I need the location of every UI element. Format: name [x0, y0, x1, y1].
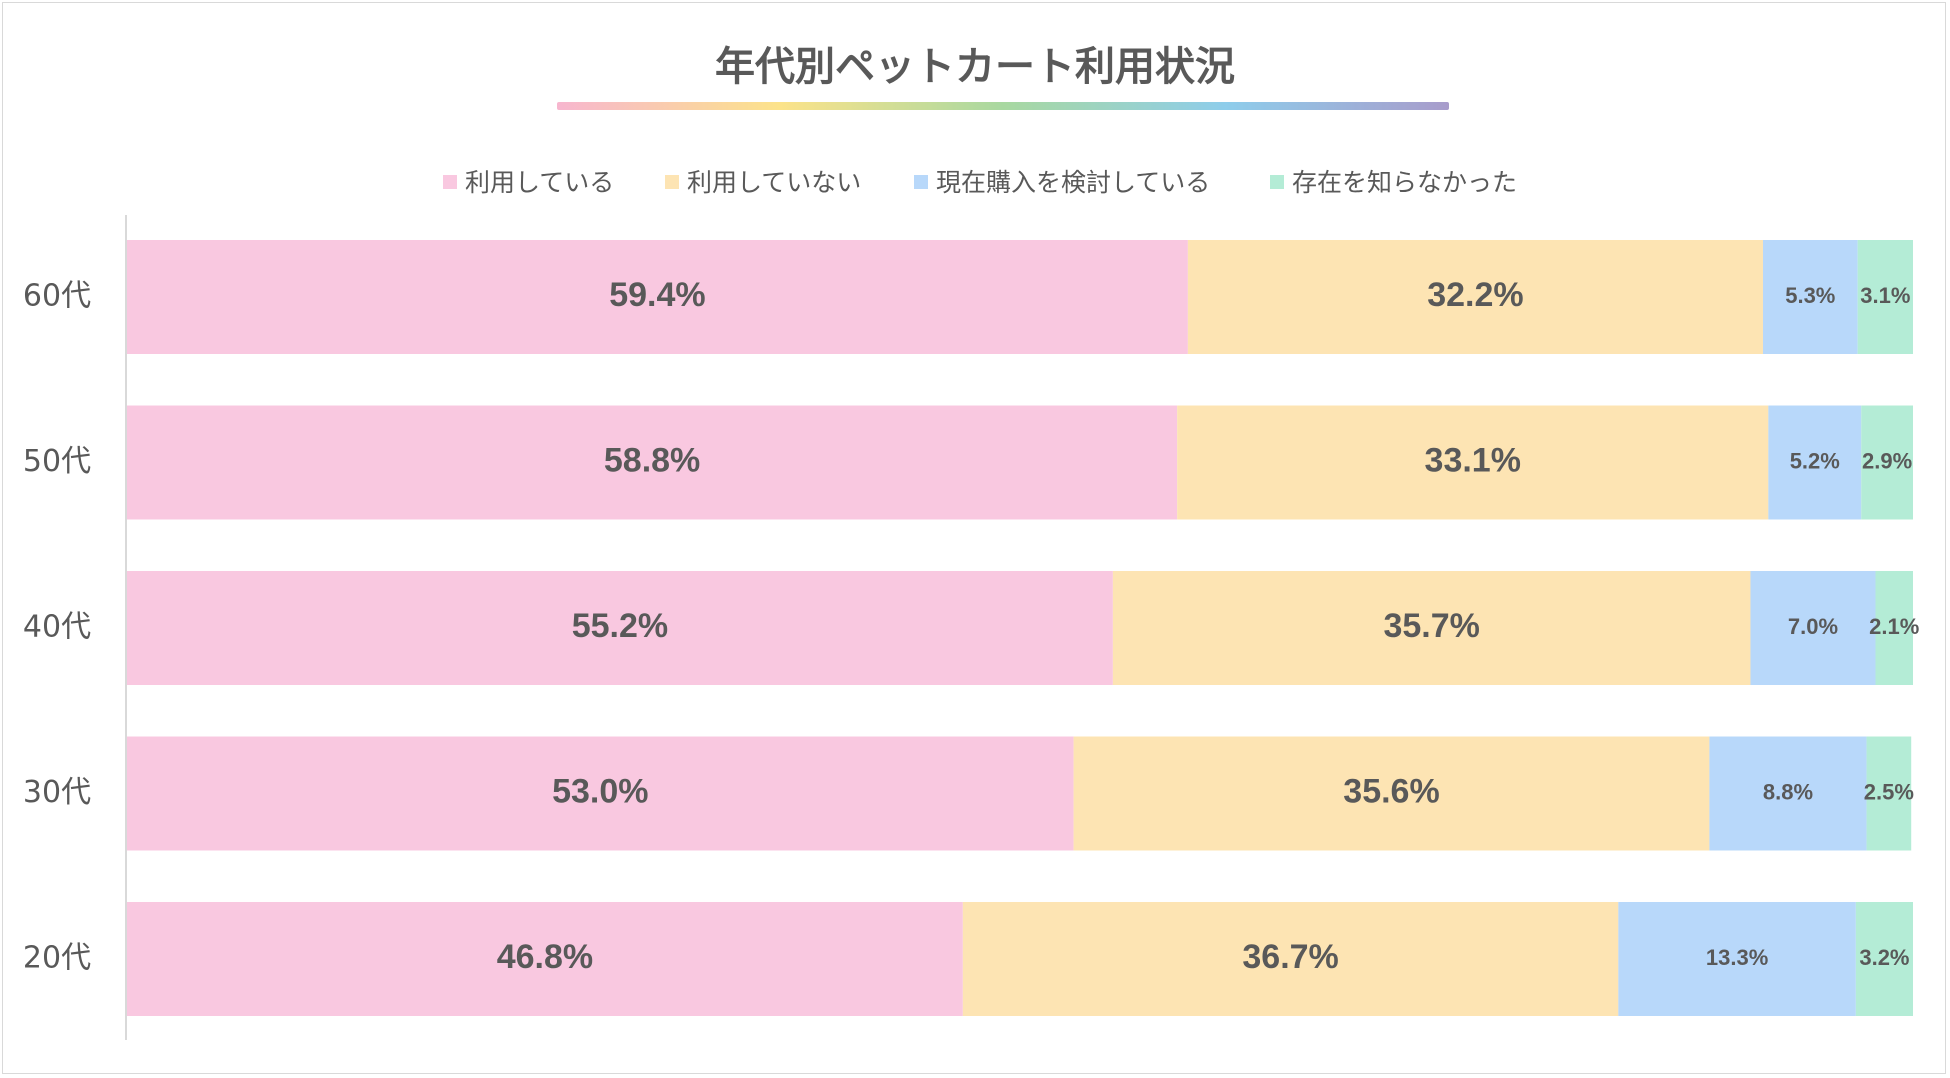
- bars-layer: 59.4% 32.2% 5.3% 3.1% 58.8% 33.1% 5.2% 2.9% 55.2…: [127, 240, 1919, 1016]
- bar-20代-series-2: [962, 902, 1619, 1016]
- bar-40代-series-2: [1112, 571, 1751, 685]
- bar-50代-series-3: [1768, 405, 1862, 520]
- data-label-40代-series-2: 35.7%: [1383, 607, 1479, 645]
- bar-60代-series-2: [1187, 240, 1763, 354]
- bar-60代-series-1: [127, 240, 1188, 354]
- bar-30代-series-3: [1709, 736, 1867, 851]
- legend-swatch: [443, 175, 457, 189]
- category-label-20代: 20代: [23, 941, 91, 976]
- data-label-60代-series-1: 59.4%: [609, 276, 705, 314]
- data-label-30代-series-3: 8.8%: [1763, 779, 1813, 804]
- legend-label: 存在を知らなかった: [1292, 168, 1517, 197]
- data-label-20代-series-3: 13.3%: [1706, 945, 1768, 970]
- bar-20代-series-1: [127, 902, 963, 1016]
- data-label-40代-series-3: 7.0%: [1788, 614, 1838, 639]
- title-underline: [557, 102, 1449, 110]
- legend-swatch: [665, 175, 679, 189]
- bar-30代-series-2: [1073, 736, 1710, 851]
- data-label-20代-series-4: 3.2%: [1859, 945, 1909, 970]
- legend-swatch: [1270, 175, 1284, 189]
- data-label-40代-series-4: 2.1%: [1869, 614, 1919, 639]
- data-label-60代-series-4: 3.1%: [1860, 283, 1910, 308]
- bar-40代-series-4: [1875, 571, 1913, 685]
- legend-item-2: 利用していない: [665, 168, 861, 197]
- bar-50代-series-4: [1861, 405, 1913, 520]
- legend: 利用している 利用していない 現在購入を検討している 存在を知らなかった: [443, 168, 1517, 197]
- legend-label: 現在購入を検討している: [936, 168, 1210, 197]
- bar-50代-series-1: [127, 405, 1178, 520]
- bar-30代-series-4: [1866, 736, 1912, 851]
- chart-title: 年代別ペットカート利用状況: [715, 44, 1235, 90]
- data-label-30代-series-4: 2.5%: [1864, 779, 1914, 804]
- bar-20代-series-4: [1855, 902, 1913, 1016]
- category-label-50代: 50代: [23, 444, 91, 479]
- data-label-30代-series-2: 35.6%: [1343, 772, 1439, 810]
- data-label-50代-series-1: 58.8%: [604, 441, 700, 479]
- data-label-60代-series-2: 32.2%: [1427, 276, 1523, 314]
- data-label-30代-series-1: 53.0%: [552, 772, 648, 810]
- legend-item-3: 現在購入を検討している: [914, 168, 1210, 197]
- category-label-30代: 30代: [23, 775, 91, 810]
- legend-label: 利用している: [465, 168, 614, 197]
- data-label-60代-series-3: 5.3%: [1785, 283, 1835, 308]
- data-label-50代-series-4: 2.9%: [1862, 448, 1912, 473]
- category-labels: 60代 50代 40代 30代 20代: [23, 279, 91, 976]
- data-label-50代-series-2: 33.1%: [1425, 441, 1521, 479]
- legend-label: 利用していない: [687, 168, 861, 197]
- bar-60代-series-4: [1857, 240, 1913, 354]
- bar-60代-series-3: [1762, 240, 1858, 354]
- category-label-60代: 60代: [23, 279, 91, 314]
- data-label-50代-series-3: 5.2%: [1790, 448, 1840, 473]
- legend-item-1: 利用している: [443, 168, 614, 197]
- data-label-20代-series-1: 46.8%: [497, 938, 593, 976]
- data-label-40代-series-1: 55.2%: [572, 607, 668, 645]
- bar-40代-series-1: [127, 571, 1113, 685]
- category-label-40代: 40代: [23, 610, 91, 645]
- legend-item-4: 存在を知らなかった: [1270, 168, 1517, 197]
- data-label-20代-series-2: 36.7%: [1242, 938, 1338, 976]
- bar-40代-series-3: [1750, 571, 1876, 685]
- bar-20代-series-3: [1618, 902, 1856, 1016]
- legend-swatch: [914, 175, 928, 189]
- bar-50代-series-2: [1177, 405, 1769, 520]
- bar-30代-series-1: [127, 736, 1074, 851]
